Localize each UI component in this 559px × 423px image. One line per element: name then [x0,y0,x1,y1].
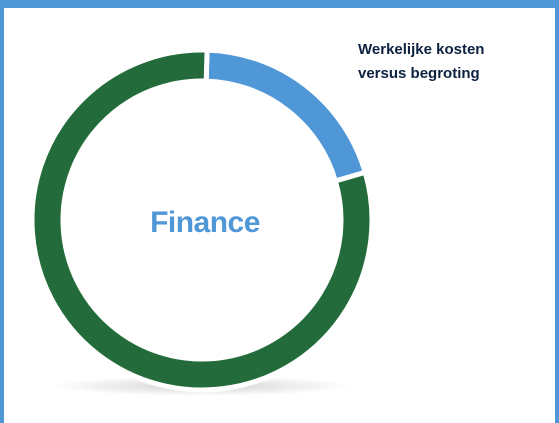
donut-segment [203,47,369,185]
chart-title: versus begroting [358,65,480,82]
donut-segment [29,47,375,393]
center-label: Finance [150,206,260,239]
chart-title: Werkelijke kosten [358,41,484,58]
